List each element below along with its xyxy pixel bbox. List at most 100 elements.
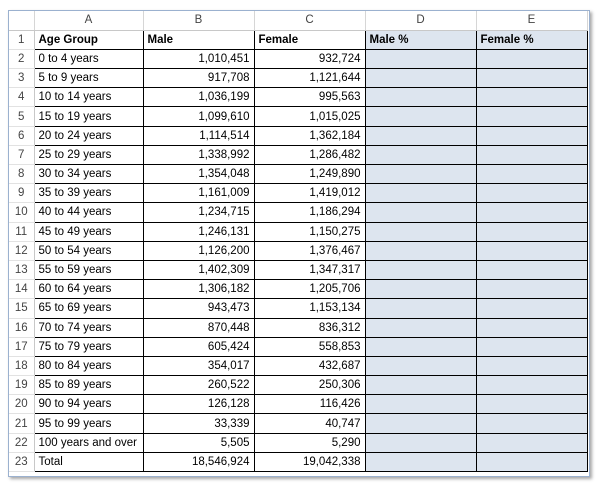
cell-age-group[interactable]: 95 to 99 years [33,413,144,434]
row-header[interactable]: 6 [9,126,35,146]
cell-female-pct[interactable] [476,49,588,70]
cell-female[interactable]: 1,186,294 [254,202,366,223]
cell-male[interactable]: 260,522 [143,375,255,396]
cell-female-pct[interactable] [476,126,588,146]
cell-male-pct[interactable] [365,183,477,204]
cell-male[interactable]: 1,306,182 [143,279,255,300]
header-cell-female[interactable]: Female [254,29,366,50]
cell-male[interactable]: 126,128 [143,394,255,415]
cell-female-pct[interactable] [476,394,588,415]
cell-age-group[interactable]: 25 to 29 years [33,145,144,166]
cell-male[interactable]: 1,246,131 [143,222,255,242]
cell-age-group[interactable]: 5 to 9 years [33,68,144,89]
row-header[interactable]: 5 [9,106,35,127]
cell-female[interactable]: 1,121,644 [254,68,366,89]
cell-female-pct[interactable] [476,106,588,127]
cell-age-group[interactable]: 15 to 19 years [33,106,144,127]
cell-female[interactable]: 1,015,025 [254,106,366,127]
cell-female[interactable]: 40,747 [254,413,366,434]
cell-male-pct[interactable] [365,413,477,434]
cell-age-group[interactable]: 20 to 24 years [33,126,144,146]
cell-age-group[interactable]: 0 to 4 years [33,49,144,70]
cell-male[interactable]: 354,017 [143,356,255,377]
header-cell-male[interactable]: Male [143,29,255,50]
cell-age-group[interactable]: 65 to 69 years [33,298,144,319]
cell-female[interactable]: 5,290 [254,433,366,453]
cell-female-pct[interactable] [476,433,588,453]
cell-female[interactable]: 432,687 [254,356,366,377]
cell-female[interactable]: 1,249,890 [254,164,366,185]
row-header[interactable]: 2 [9,49,35,70]
cell-male[interactable]: 1,354,048 [143,164,255,185]
cell-female[interactable]: 116,426 [254,394,366,415]
cell-male-pct[interactable] [365,279,477,300]
header-cell-age-group[interactable]: Age Group [33,29,144,50]
cell-female-pct[interactable] [476,298,588,319]
cell-total-female[interactable]: 19,042,338 [254,452,366,473]
cell-age-group[interactable]: 40 to 44 years [33,202,144,223]
column-header-c[interactable]: C [254,11,366,31]
cell-male-pct[interactable] [365,87,477,108]
row-header[interactable]: 14 [9,279,35,300]
row-header[interactable]: 18 [9,356,35,377]
column-header-e[interactable]: E [476,11,588,31]
cell-male-pct[interactable] [365,356,477,377]
cell-age-group[interactable]: 100 years and over [33,433,144,453]
cell-male-pct[interactable] [365,222,477,242]
cell-age-group[interactable]: 30 to 34 years [33,164,144,185]
cell-male[interactable]: 1,161,009 [143,183,255,204]
cell-age-group[interactable]: 50 to 54 years [33,241,144,261]
cell-age-group[interactable]: 35 to 39 years [33,183,144,204]
cell-male-pct[interactable] [365,68,477,89]
cell-male[interactable]: 605,424 [143,337,255,357]
row-header[interactable]: 4 [9,87,35,108]
cell-male[interactable]: 1,114,514 [143,126,255,146]
cell-male-pct[interactable] [365,126,477,146]
cell-female[interactable]: 932,724 [254,49,366,70]
cell-female[interactable]: 995,563 [254,87,366,108]
cell-male-pct[interactable] [365,106,477,127]
row-header[interactable]: 22 [9,433,35,453]
row-header[interactable]: 20 [9,394,35,415]
cell-male[interactable]: 870,448 [143,318,255,338]
cell-age-group[interactable]: 90 to 94 years [33,394,144,415]
cell-age-group[interactable]: 60 to 64 years [33,279,144,300]
cell-total-female-pct[interactable] [476,452,588,473]
cell-age-group[interactable]: 45 to 49 years [33,222,144,242]
row-header[interactable]: 7 [9,145,35,166]
cell-female[interactable]: 1,347,317 [254,260,366,281]
row-header[interactable]: 21 [9,413,35,434]
cell-male[interactable]: 1,126,200 [143,241,255,261]
cell-age-group[interactable]: 75 to 79 years [33,337,144,357]
cell-female-pct[interactable] [476,337,588,357]
cell-female-pct[interactable] [476,375,588,396]
cell-female[interactable]: 1,376,467 [254,241,366,261]
cell-female[interactable]: 1,153,134 [254,298,366,319]
cell-female-pct[interactable] [476,222,588,242]
column-header-d[interactable]: D [365,11,477,31]
cell-female[interactable]: 250,306 [254,375,366,396]
row-header[interactable]: 3 [9,68,35,89]
cell-male[interactable]: 1,338,992 [143,145,255,166]
cell-male[interactable]: 1,010,451 [143,49,255,70]
cell-female-pct[interactable] [476,145,588,166]
cell-male-pct[interactable] [365,433,477,453]
cell-female-pct[interactable] [476,183,588,204]
cell-female-pct[interactable] [476,413,588,434]
cell-male-pct[interactable] [365,318,477,338]
cell-female[interactable]: 1,150,275 [254,222,366,242]
cell-male[interactable]: 1,402,309 [143,260,255,281]
row-header[interactable]: 16 [9,318,35,338]
cell-male[interactable]: 33,339 [143,413,255,434]
cell-female-pct[interactable] [476,279,588,300]
cell-female-pct[interactable] [476,260,588,281]
row-header[interactable]: 19 [9,375,35,396]
row-header[interactable]: 11 [9,222,35,242]
cell-male[interactable]: 1,099,610 [143,106,255,127]
row-header[interactable]: 13 [9,260,35,281]
cell-female-pct[interactable] [476,241,588,261]
row-header[interactable]: 8 [9,164,35,185]
cell-male[interactable]: 1,036,199 [143,87,255,108]
cell-total-label[interactable]: Total [33,452,144,473]
header-cell-female-pct[interactable]: Female % [476,29,588,50]
